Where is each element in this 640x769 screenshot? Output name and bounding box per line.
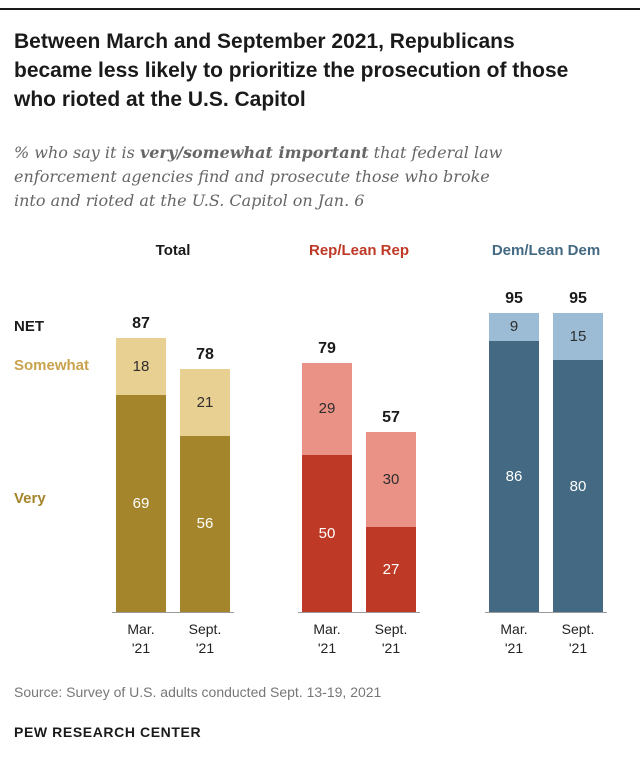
axis-line-rep [298, 612, 420, 613]
group-header-rep: Rep/Lean Rep [308, 242, 410, 259]
segment-very: 50 [302, 454, 352, 612]
net-value: 78 [196, 346, 214, 364]
axis-line-dem [485, 612, 607, 613]
bar-rep-mar21: 79 29 50 [302, 340, 352, 612]
segment-value: 80 [569, 477, 587, 495]
segment-value: 30 [382, 471, 400, 489]
bar-dem-mar21: 95 9 86 [489, 290, 539, 612]
segment-very: 86 [489, 341, 539, 612]
segment-value: 21 [196, 394, 214, 412]
axis-line-total [112, 612, 234, 613]
subtitle-pre: % who say it is [14, 143, 140, 162]
bar-total-mar21: 87 18 69 [116, 315, 166, 612]
brand-text: PEW RESEARCH CENTER [14, 724, 202, 740]
net-value: 95 [569, 289, 587, 307]
segment-value: 69 [132, 494, 150, 512]
segment-somewhat: 21 [180, 369, 230, 436]
net-value: 57 [382, 409, 400, 427]
page-subtitle: % who say it is very/somewhat important … [14, 141, 514, 213]
segment-value: 18 [132, 357, 150, 375]
bar-rep-sept21: 57 30 27 [366, 409, 416, 612]
segment-value: 9 [509, 318, 519, 336]
segment-very: 27 [366, 526, 416, 612]
x-axis-label: Mar. '21 [127, 621, 155, 656]
x-axis-label: Sept. '21 [188, 621, 222, 656]
net-value: 79 [318, 340, 336, 358]
row-label-very: Very [14, 490, 46, 507]
segment-value: 50 [318, 524, 336, 542]
x-axis-label: Mar. '21 [500, 621, 528, 656]
group-header-dem: Dem/Lean Dem [491, 242, 601, 259]
segment-somewhat: 9 [489, 312, 539, 342]
row-label-somewhat: Somewhat [14, 357, 90, 374]
segment-value: 15 [569, 327, 587, 345]
page-title: Between March and September 2021, Republ… [14, 30, 569, 111]
x-axis-label: Mar. '21 [313, 621, 341, 656]
segment-somewhat: 29 [302, 363, 352, 455]
segment-very: 80 [553, 360, 603, 612]
net-value: 95 [505, 289, 523, 307]
segment-very: 69 [116, 394, 166, 612]
segment-value: 56 [196, 515, 214, 533]
bar-dem-sept21: 95 15 80 [553, 290, 603, 612]
row-label-net: NET [14, 318, 44, 335]
x-axis-label: Sept. '21 [561, 621, 595, 656]
segment-value: 86 [505, 468, 523, 486]
segment-value: 27 [382, 560, 400, 578]
segment-somewhat: 15 [553, 312, 603, 360]
subtitle-post: that federal law enforcement agencies fi… [14, 143, 503, 210]
segment-value: 29 [318, 400, 336, 418]
group-header-total: Total [155, 242, 191, 259]
bar-total-sept21: 78 21 56 [180, 346, 230, 612]
source-text: Source: Survey of U.S. adults conducted … [14, 684, 382, 700]
x-axis-label: Sept. '21 [374, 621, 408, 656]
top-rule [0, 8, 640, 10]
segment-somewhat: 30 [366, 432, 416, 527]
segment-very: 56 [180, 435, 230, 612]
subtitle-bold: very/somewhat important [139, 143, 369, 162]
net-value: 87 [132, 314, 150, 332]
segment-somewhat: 18 [116, 337, 166, 395]
